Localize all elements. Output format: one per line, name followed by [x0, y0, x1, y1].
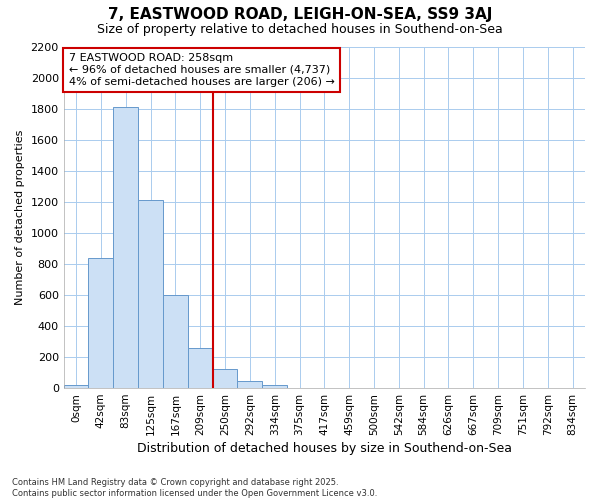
Bar: [212, 370, 238, 388]
Text: Contains HM Land Registry data © Crown copyright and database right 2025.
Contai: Contains HM Land Registry data © Crown c…: [12, 478, 377, 498]
Text: 7, EASTWOOD ROAD, LEIGH-ON-SEA, SS9 3AJ: 7, EASTWOOD ROAD, LEIGH-ON-SEA, SS9 3AJ: [108, 8, 492, 22]
Bar: [113, 107, 138, 388]
Bar: [64, 385, 88, 388]
Text: 7 EASTWOOD ROAD: 258sqm
← 96% of detached houses are smaller (4,737)
4% of semi-: 7 EASTWOOD ROAD: 258sqm ← 96% of detache…: [69, 54, 335, 86]
Bar: [88, 258, 113, 388]
Bar: [262, 385, 287, 388]
Bar: [238, 381, 262, 388]
Bar: [138, 200, 163, 388]
Y-axis label: Number of detached properties: Number of detached properties: [15, 130, 25, 305]
Bar: [188, 348, 212, 388]
Bar: [163, 295, 188, 388]
X-axis label: Distribution of detached houses by size in Southend-on-Sea: Distribution of detached houses by size …: [137, 442, 512, 455]
Text: Size of property relative to detached houses in Southend-on-Sea: Size of property relative to detached ho…: [97, 22, 503, 36]
